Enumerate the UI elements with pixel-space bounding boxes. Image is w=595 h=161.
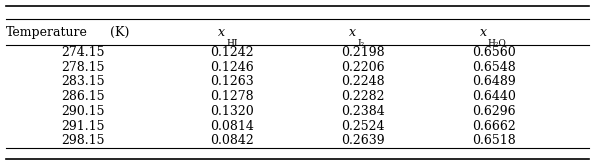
Text: 278.15: 278.15 [61, 61, 105, 74]
Text: x: x [480, 26, 487, 39]
Text: 0.2282: 0.2282 [341, 90, 385, 103]
Text: 0.2639: 0.2639 [341, 134, 385, 147]
Text: x: x [218, 26, 225, 39]
Text: 0.2384: 0.2384 [341, 105, 385, 118]
Text: 0.0814: 0.0814 [210, 119, 254, 133]
Text: 291.15: 291.15 [61, 119, 105, 133]
Text: 0.6440: 0.6440 [472, 90, 516, 103]
Text: I₂: I₂ [357, 39, 364, 48]
Text: 0.6296: 0.6296 [472, 105, 516, 118]
Text: 0.2248: 0.2248 [341, 75, 385, 88]
Text: 283.15: 283.15 [61, 75, 105, 88]
Text: 0.1320: 0.1320 [210, 105, 254, 118]
Text: (K): (K) [110, 26, 130, 39]
Text: 0.6662: 0.6662 [472, 119, 516, 133]
Text: 0.6518: 0.6518 [472, 134, 516, 147]
Text: 0.6560: 0.6560 [472, 46, 516, 59]
Text: 298.15: 298.15 [61, 134, 105, 147]
Text: 0.0842: 0.0842 [210, 134, 254, 147]
Text: 0.2198: 0.2198 [341, 46, 385, 59]
Text: Temperature: Temperature [6, 26, 88, 39]
Text: 0.1278: 0.1278 [210, 90, 254, 103]
Text: 286.15: 286.15 [61, 90, 105, 103]
Text: 0.1242: 0.1242 [210, 46, 254, 59]
Text: 0.6489: 0.6489 [472, 75, 516, 88]
Text: 0.2206: 0.2206 [341, 61, 385, 74]
Text: x: x [349, 26, 356, 39]
Text: 274.15: 274.15 [61, 46, 105, 59]
Text: 0.6548: 0.6548 [472, 61, 516, 74]
Text: 0.2524: 0.2524 [341, 119, 385, 133]
Text: H₂O: H₂O [488, 39, 507, 48]
Text: 0.1246: 0.1246 [210, 61, 254, 74]
Text: 290.15: 290.15 [61, 105, 105, 118]
Text: 0.1263: 0.1263 [210, 75, 254, 88]
Text: HI: HI [226, 39, 237, 48]
